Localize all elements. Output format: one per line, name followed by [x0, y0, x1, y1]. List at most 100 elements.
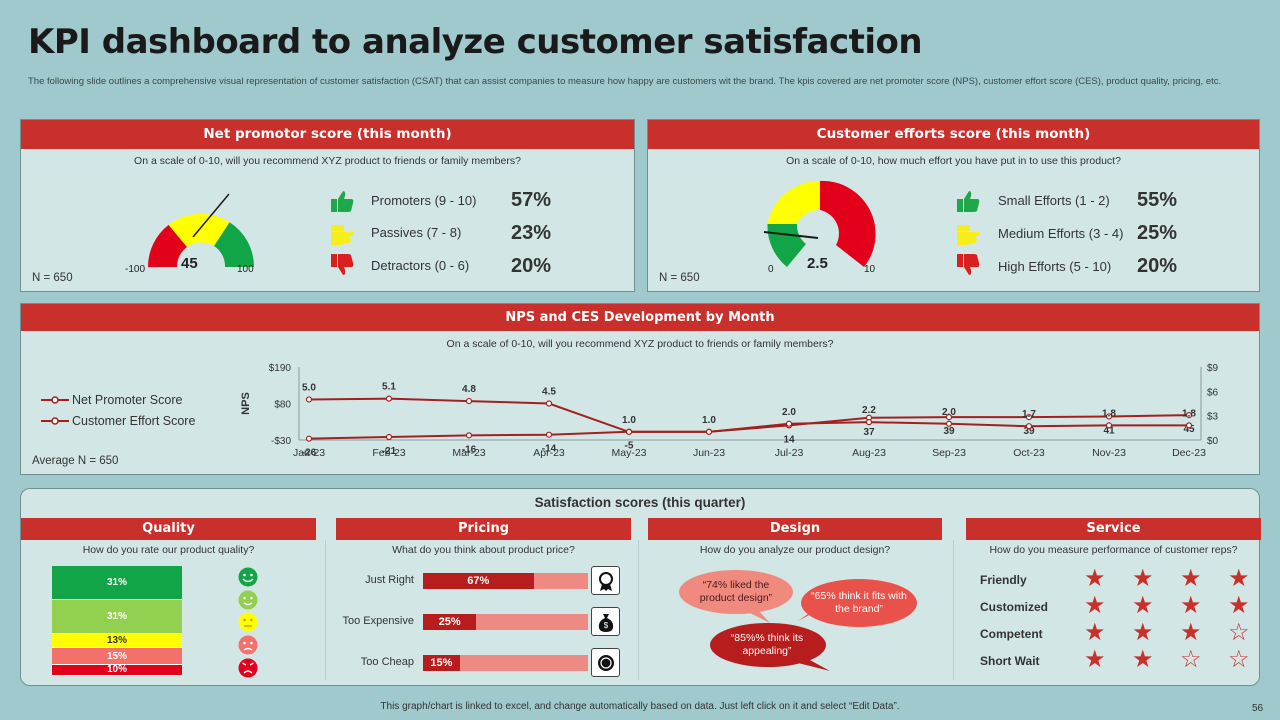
nps-promoters-label: Promoters (9 - 10) [371, 193, 477, 208]
pricing-bar-fill: 15% [423, 655, 460, 671]
ces-data-label: 1.7 [1022, 409, 1036, 420]
ces-row-small [955, 188, 981, 214]
pricing-row: Too Cheap 15% [336, 647, 631, 679]
nps-point [385, 433, 393, 441]
x-tick-label: Aug-23 [852, 447, 886, 459]
ces-data-label: 2.0 [782, 407, 796, 418]
nps-data-label: 37 [863, 427, 875, 438]
ces-point [1025, 423, 1033, 430]
coin-icon [591, 648, 620, 677]
filled-star-icon: ★ [1084, 592, 1106, 619]
nps-data-label: 45 [1183, 424, 1195, 435]
ces-data-label: 2.2 [862, 405, 876, 416]
nps-detractors-value: 20% [511, 255, 552, 277]
nps-gauge-min: -100 [125, 264, 146, 275]
service-question: How do you measure performance of custom… [989, 544, 1238, 556]
filled-star-icon: ★ [1084, 619, 1106, 646]
page-number: 56 [1252, 703, 1264, 714]
ces-data-label: 4.8 [462, 384, 476, 395]
ces-panel: Customer efforts score (this month) On a… [647, 119, 1260, 292]
filled-star-icon: ★ [1180, 565, 1202, 592]
ces-series-line [308, 397, 1189, 433]
quality-bar-label: 15% [106, 650, 127, 662]
legend-line-ces [41, 416, 69, 425]
nps-row-detractors [329, 252, 355, 278]
filled-star-icon: ★ [1132, 592, 1154, 619]
nps-panel: Net promotor score (this month) On a sca… [20, 119, 635, 292]
nps-data-label: -26 [302, 448, 317, 459]
filled-star-icon: ★ [1132, 565, 1154, 592]
divider [953, 540, 954, 680]
nps-data-label: 39 [943, 426, 955, 437]
empty-star-icon: ☆ [1228, 646, 1250, 673]
ces-gauge-red-arc [820, 180, 876, 267]
ces-high-label: High Efforts (5 - 10) [998, 259, 1112, 274]
x-tick-label: Jan-23 [293, 447, 325, 459]
happy-face-icon [238, 590, 258, 610]
ces-gauge-yellow-arc [767, 180, 820, 224]
quality-bars: 31% 31% 13% 15% 10% [52, 566, 182, 676]
filled-star-icon: ★ [1180, 592, 1202, 619]
ces-point [305, 396, 313, 403]
service-header: Service [966, 518, 1261, 540]
pricing-row-label: Too Expensive [342, 615, 414, 627]
x-tick-label: Jun-23 [693, 447, 725, 459]
ribbon-award-icon [591, 566, 620, 595]
ces-point [1185, 422, 1193, 429]
ces-data-label: 1.8 [1102, 408, 1116, 419]
very-happy-face-icon [238, 567, 258, 587]
nps-data-label: -16 [462, 444, 477, 455]
thumbs-down-icon [329, 252, 355, 278]
quality-bar-label: 13% [106, 635, 127, 647]
y-right-tick: $9 [1207, 363, 1219, 374]
nps-header: Net promotor score (this month) [21, 120, 634, 149]
nps-gauge [147, 193, 255, 267]
footer-note: This graph/chart is linked to excel, and… [380, 701, 900, 712]
nps-point [545, 431, 553, 438]
filled-star-icon: ★ [1084, 646, 1106, 673]
x-tick-label: Nov-23 [1092, 447, 1126, 459]
pricing-row: Too Expensive 25% $ [336, 606, 631, 638]
legend-label-nps: Net Promoter Score [72, 392, 183, 407]
ces-gauge-needle [763, 231, 819, 239]
nps-row-promoters [329, 188, 355, 214]
y-left-label: NPS [240, 392, 252, 415]
nps-gauge-needle [192, 193, 230, 238]
quality-bar-segment: 13% [52, 634, 182, 649]
design-bubble-1: “74% liked the product design” [699, 579, 773, 604]
x-tick-label: May-23 [611, 447, 646, 459]
thumbs-down-icon [955, 252, 981, 278]
service-row-label: Friendly [980, 573, 1027, 587]
ces-data-label: 2.0 [942, 407, 956, 418]
trend-average: Average N = 650 [32, 455, 119, 467]
satisfaction-header: Satisfaction scores (this quarter) [534, 495, 746, 510]
pricing-bar-track: 15% [423, 655, 588, 671]
thumbs-sideways-icon [955, 221, 981, 247]
design-bubble-3: “85%% think its appealing” [730, 632, 804, 657]
y-left-tick: -$30 [271, 436, 291, 447]
x-tick-label: Jul-23 [775, 447, 804, 459]
thumbs-up-icon [955, 188, 981, 214]
thumbs-sideways-icon [329, 221, 355, 247]
pricing-bar-fill: 67% [423, 573, 534, 589]
filled-star-icon: ★ [1132, 619, 1154, 646]
ces-point [545, 400, 553, 407]
trend-question: On a scale of 0-10, will you recommend X… [446, 338, 834, 350]
filled-star-icon: ★ [1228, 565, 1250, 592]
pricing-bar-track: 67% [423, 573, 588, 589]
nps-point [465, 432, 473, 439]
legend-label-ces: Customer Effort Score [72, 413, 196, 428]
nps-row-passives [329, 221, 355, 247]
ces-point [705, 428, 713, 435]
ces-gauge [763, 180, 876, 267]
ces-gauge-green-arc [767, 224, 806, 267]
ces-row-high [955, 252, 981, 278]
service-row-label: Short Wait [980, 654, 1040, 668]
divider [325, 540, 326, 680]
quality-bar-segment: 31% [52, 566, 182, 601]
nps-point [945, 414, 953, 421]
ces-point [865, 419, 873, 426]
y-right-tick: $0 [1207, 436, 1219, 447]
design-bubbles-shapes [679, 570, 917, 671]
divider [638, 540, 639, 680]
